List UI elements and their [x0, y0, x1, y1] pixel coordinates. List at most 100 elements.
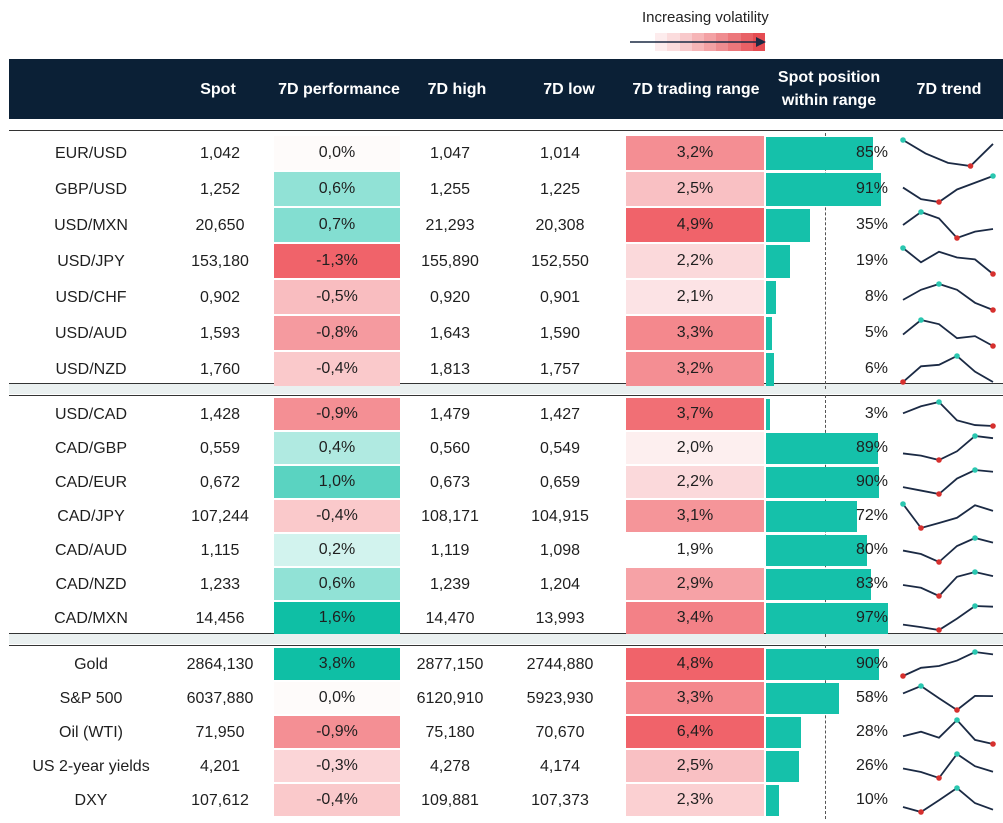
position-value: 91%	[855, 180, 888, 197]
high-value: 2877,150	[416, 656, 484, 673]
trend-line	[902, 283, 994, 311]
row-label: DXY	[74, 792, 108, 809]
row-label: USD/AUD	[54, 325, 127, 342]
high-value: 155,890	[421, 253, 479, 270]
position-reference-line	[825, 645, 826, 819]
trend-low-marker	[918, 525, 924, 531]
high-value: 21,293	[425, 217, 475, 234]
position-value: 19%	[855, 252, 888, 269]
trading-range-cell: 2,5%	[626, 172, 764, 206]
trend-low-marker	[936, 457, 942, 463]
trading-range-cell: 2,2%	[626, 466, 764, 498]
trend-line	[902, 605, 994, 631]
low-value: 152,550	[531, 253, 589, 270]
position-bar	[766, 649, 880, 680]
position-value: 26%	[855, 757, 888, 774]
position-bar	[766, 353, 774, 386]
group-divider-1-top	[9, 383, 1003, 384]
low-value: 0,901	[539, 289, 581, 306]
row-label: GBP/USD	[54, 181, 127, 198]
position-value: 3%	[864, 405, 888, 422]
header-spot: Spot	[200, 80, 236, 98]
performance-cell: -0,8%	[274, 316, 400, 350]
row-label: USD/CHF	[55, 289, 127, 306]
spot-value: 1,115	[200, 542, 240, 559]
high-value: 1,239	[429, 576, 471, 593]
trend-line	[902, 354, 994, 383]
trend-line	[902, 786, 994, 813]
spot-value: 6037,880	[186, 690, 254, 707]
trend-high-marker	[936, 281, 942, 287]
trend-low-marker	[936, 627, 942, 633]
high-value: 14,470	[425, 610, 475, 627]
spot-value: 1,252	[199, 181, 241, 198]
trend-line	[902, 537, 994, 564]
position-value: 28%	[855, 723, 888, 740]
spot-value: 1,593	[199, 325, 241, 342]
trend-low-marker	[990, 307, 996, 313]
low-value: 1,225	[539, 181, 581, 198]
position-value: 89%	[855, 439, 888, 456]
trend-low-marker	[936, 593, 942, 599]
trend-low-marker	[954, 707, 960, 713]
performance-cell: -0,9%	[274, 398, 400, 430]
position-bar	[766, 785, 779, 816]
position-bar	[766, 173, 881, 206]
trading-range-cell: 3,1%	[626, 500, 764, 532]
trend-high-marker	[918, 209, 924, 215]
trend-low-marker	[990, 741, 996, 747]
trend-high-marker	[972, 603, 978, 609]
trend-high-marker	[936, 399, 942, 405]
trend-line	[902, 139, 994, 167]
position-bar	[766, 751, 799, 782]
trading-range-cell: 3,2%	[626, 352, 764, 386]
trading-range-cell: 1,9%	[626, 534, 764, 566]
row-label: CAD/MXN	[54, 610, 128, 627]
row-label: US 2-year yields	[32, 758, 150, 775]
low-value: 0,659	[539, 474, 581, 491]
low-value: 107,373	[531, 792, 589, 809]
position-bar	[766, 281, 777, 314]
performance-cell: 0,4%	[274, 432, 400, 464]
volatility-arrow-icon	[630, 37, 766, 47]
trend-line	[902, 503, 994, 530]
spot-value: 1,042	[199, 145, 241, 162]
trend-low-marker	[918, 809, 924, 815]
high-value: 1,643	[429, 325, 471, 342]
spot-value: 153,180	[191, 253, 249, 270]
table-header: Spot 7D performance 7D high 7D low 7D tr…	[9, 59, 1003, 119]
position-value: 5%	[864, 324, 888, 341]
spot-value: 1,428	[199, 406, 241, 423]
low-value: 1,204	[539, 576, 581, 593]
trading-range-cell: 3,3%	[626, 682, 764, 714]
position-bar	[766, 535, 867, 566]
position-value: 83%	[855, 575, 888, 592]
low-value: 5923,930	[526, 690, 594, 707]
trend-low-marker	[936, 491, 942, 497]
position-bar	[766, 717, 802, 748]
trend-line	[902, 210, 994, 240]
trend-line	[902, 718, 994, 745]
trend-high-marker	[900, 245, 906, 251]
performance-cell: 0,6%	[274, 172, 400, 206]
row-label: USD/JPY	[57, 253, 125, 270]
row-label: CAD/AUD	[54, 542, 127, 559]
group-divider-1	[9, 384, 1003, 394]
position-value: 8%	[864, 288, 888, 305]
trend-line	[902, 247, 994, 275]
low-value: 1,014	[539, 145, 581, 162]
row-label: USD/CAD	[54, 406, 127, 423]
row-label: USD/MXN	[54, 217, 128, 234]
row-label: CAD/EUR	[54, 474, 127, 491]
group-divider-1-bottom	[9, 395, 1003, 396]
performance-cell: 0,6%	[274, 568, 400, 600]
